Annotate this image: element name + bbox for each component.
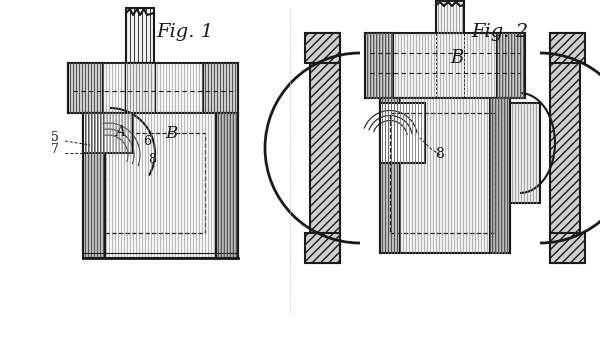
Text: 7: 7 (51, 143, 59, 156)
Bar (550, 33, 580, 263)
Bar (390, 113, 495, 233)
Bar (380, 98, 400, 253)
Text: Fig. 1: Fig. 1 (157, 23, 214, 41)
Text: 5: 5 (51, 131, 59, 144)
Bar (550, 33, 585, 63)
Text: 6: 6 (143, 135, 151, 148)
Bar (203, 63, 238, 113)
Bar (305, 233, 340, 263)
Bar (510, 103, 540, 203)
Bar (68, 63, 103, 113)
Bar (490, 98, 510, 253)
Bar (550, 233, 585, 263)
Bar (83, 113, 238, 258)
Bar (497, 33, 525, 98)
Bar (365, 33, 525, 98)
Bar (126, 8, 154, 63)
Text: B: B (165, 125, 177, 142)
Bar (305, 33, 340, 63)
Bar (436, 1, 464, 33)
Text: 8: 8 (435, 147, 444, 161)
Bar (125, 63, 155, 113)
Bar (380, 103, 425, 163)
Bar (105, 133, 205, 233)
Bar (216, 113, 238, 258)
Text: 8: 8 (148, 153, 156, 166)
Text: A: A (115, 125, 125, 139)
Bar (380, 98, 510, 253)
Bar (83, 113, 133, 153)
Text: B: B (450, 49, 463, 67)
Bar (365, 33, 393, 98)
Text: Fig. 2: Fig. 2 (472, 23, 529, 41)
Bar (68, 63, 238, 113)
Bar (310, 33, 340, 263)
Bar (83, 113, 105, 258)
